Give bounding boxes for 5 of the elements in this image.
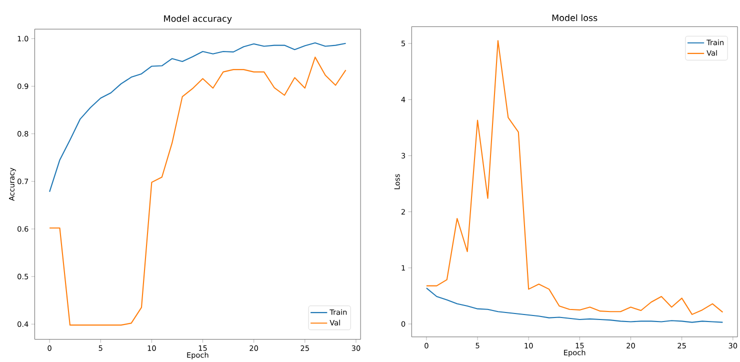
chart-title: Model loss xyxy=(552,14,598,22)
line-series xyxy=(426,288,724,324)
chart-title: Model accuracy xyxy=(164,15,232,24)
line-series xyxy=(49,42,346,193)
line-series xyxy=(426,40,724,316)
